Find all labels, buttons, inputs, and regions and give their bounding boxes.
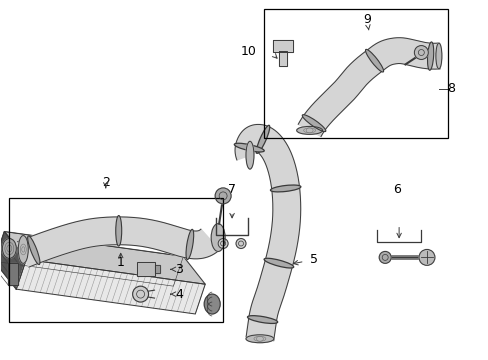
Ellipse shape bbox=[28, 236, 40, 265]
Circle shape bbox=[379, 251, 390, 264]
Ellipse shape bbox=[116, 216, 122, 246]
Ellipse shape bbox=[427, 42, 433, 70]
Polygon shape bbox=[0, 231, 183, 286]
Ellipse shape bbox=[270, 185, 300, 192]
Polygon shape bbox=[272, 40, 292, 52]
Ellipse shape bbox=[245, 335, 273, 343]
Ellipse shape bbox=[365, 49, 383, 72]
Bar bbox=[264, 9, 447, 138]
Ellipse shape bbox=[302, 115, 325, 132]
Ellipse shape bbox=[2, 239, 16, 258]
Circle shape bbox=[418, 249, 434, 265]
Text: 4: 4 bbox=[175, 288, 183, 301]
Circle shape bbox=[413, 46, 427, 59]
Text: 9: 9 bbox=[363, 13, 370, 26]
Text: 5: 5 bbox=[309, 253, 317, 266]
Text: 1: 1 bbox=[117, 256, 124, 269]
Ellipse shape bbox=[245, 141, 253, 169]
Text: 6: 6 bbox=[392, 184, 400, 197]
Ellipse shape bbox=[204, 294, 220, 314]
Text: 10: 10 bbox=[241, 45, 256, 58]
Polygon shape bbox=[16, 260, 205, 314]
Ellipse shape bbox=[435, 43, 441, 69]
Text: 7: 7 bbox=[227, 184, 236, 197]
Circle shape bbox=[215, 188, 231, 204]
Ellipse shape bbox=[234, 143, 264, 152]
Polygon shape bbox=[278, 51, 286, 66]
Ellipse shape bbox=[256, 125, 269, 153]
Ellipse shape bbox=[185, 229, 193, 260]
Ellipse shape bbox=[247, 316, 277, 323]
Circle shape bbox=[236, 239, 245, 248]
Polygon shape bbox=[235, 125, 300, 341]
Ellipse shape bbox=[296, 126, 322, 134]
Bar bbox=[136, 262, 154, 276]
Ellipse shape bbox=[18, 235, 28, 264]
Circle shape bbox=[132, 286, 148, 302]
Bar bbox=[9, 198, 223, 322]
Text: 2: 2 bbox=[102, 176, 109, 189]
Bar bbox=[136, 262, 154, 276]
Ellipse shape bbox=[264, 258, 293, 268]
Polygon shape bbox=[298, 38, 439, 136]
Text: 3: 3 bbox=[175, 263, 183, 276]
Polygon shape bbox=[8, 264, 18, 285]
Polygon shape bbox=[154, 265, 160, 273]
Ellipse shape bbox=[211, 224, 224, 251]
Circle shape bbox=[218, 239, 227, 248]
Polygon shape bbox=[18, 217, 219, 267]
Polygon shape bbox=[0, 231, 26, 289]
Text: 8: 8 bbox=[446, 82, 454, 95]
Polygon shape bbox=[4, 231, 205, 284]
